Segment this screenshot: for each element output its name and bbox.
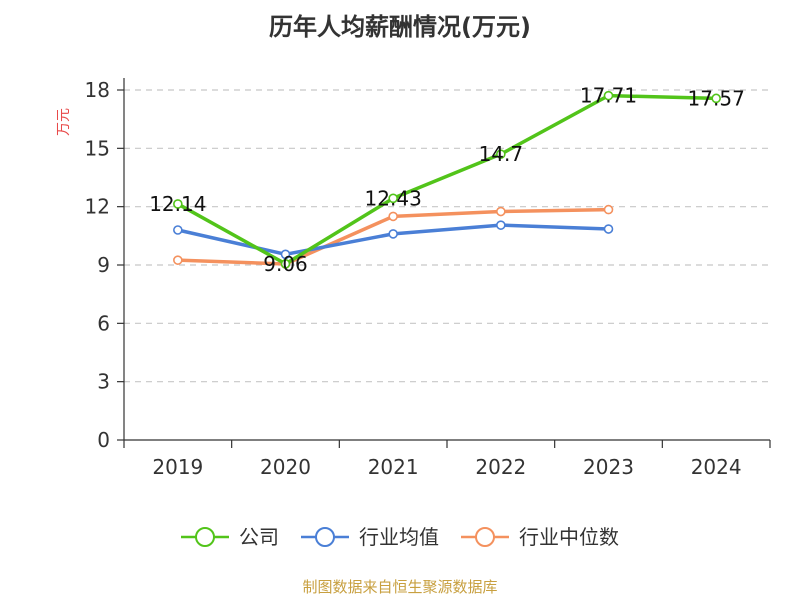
legend-label: 公司 [239, 525, 279, 549]
data-label: 12.14 [149, 192, 206, 216]
data-label: 14.7 [479, 142, 524, 166]
y-tick-label: 12 [85, 195, 110, 219]
legend-item-1[interactable]: 行业均值 [301, 525, 439, 549]
legend-label: 行业中位数 [519, 525, 619, 549]
series-1 [173, 220, 614, 260]
y-tick-label: 0 [97, 428, 110, 452]
data-point [280, 259, 291, 269]
data-label: 9.06 [263, 252, 308, 276]
legend-circle-marker [475, 527, 495, 547]
legend: 公司 行业均值 行业中位数 [181, 525, 619, 549]
data-point [711, 93, 721, 104]
series-line [176, 93, 718, 266]
data-labels: 12.14 9.06 12.43 14.7 17.71 17.57 [149, 84, 745, 276]
x-tick-label: 2020 [260, 455, 311, 479]
legend-label: 行业均值 [359, 525, 439, 549]
data-point [173, 225, 183, 235]
y-tick-label: 9 [97, 253, 110, 277]
legend-circle-marker [195, 527, 215, 547]
data-point [280, 249, 291, 260]
series-0 [173, 90, 721, 269]
y-tick-label: 15 [85, 136, 110, 160]
data-point [496, 220, 506, 230]
axes: 0 3 6 9 12 15 18 2019 2020 2021 2022 2023 2024 [85, 78, 771, 479]
legend-item-2[interactable]: 行业中位数 [461, 525, 619, 549]
legend-circle-marker [315, 527, 335, 547]
x-tick-label: 2024 [691, 455, 742, 479]
series-lines [173, 90, 721, 269]
data-point [388, 211, 398, 222]
data-point [496, 206, 506, 217]
data-point [173, 255, 183, 265]
x-tick-label: 2021 [368, 455, 419, 479]
y-axis-label: 万元 [56, 108, 72, 136]
x-tick-label: 2019 [152, 455, 203, 479]
data-point [173, 199, 183, 209]
x-tick-label: 2022 [475, 455, 526, 479]
data-point [388, 229, 398, 239]
data-label: 12.43 [365, 186, 422, 210]
y-tick-label: 3 [97, 370, 110, 394]
chart-title: 历年人均薪酬情况(万元) [269, 13, 531, 41]
legend-item-0[interactable]: 公司 [181, 525, 279, 549]
data-point [388, 193, 398, 204]
data-label: 17.57 [688, 86, 745, 110]
data-point [496, 149, 506, 159]
source-note: 制图数据来自恒生聚源数据库 [302, 578, 497, 596]
data-label: 17.71 [580, 84, 637, 108]
data-point [603, 204, 614, 215]
y-tick-label: 18 [85, 78, 110, 102]
data-point [603, 224, 614, 234]
grid-lines [124, 89, 770, 383]
data-point [603, 90, 614, 101]
x-tick-label: 2023 [583, 455, 634, 479]
y-tick-label: 6 [97, 311, 110, 335]
